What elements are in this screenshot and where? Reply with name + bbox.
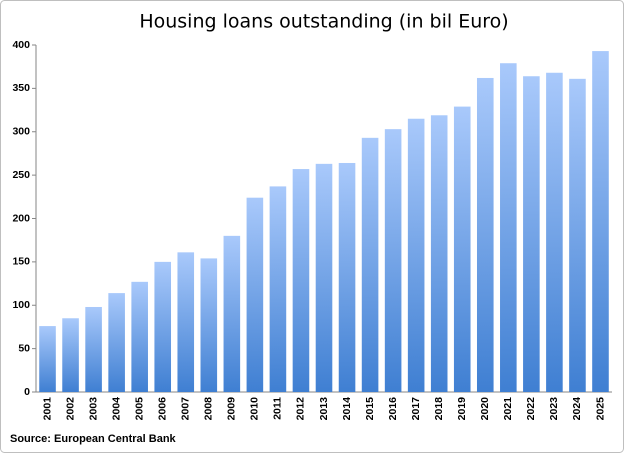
bar [569, 78, 586, 393]
x-tick-label: 2016 [387, 397, 399, 421]
x-tick-label: 2018 [433, 397, 445, 421]
bar [361, 137, 379, 392]
chart-title: Housing loans outstanding (in bil Euro) [139, 11, 508, 33]
y-tick-label: 50 [18, 342, 30, 354]
x-tick-label: 2010 [249, 397, 261, 421]
bar [200, 258, 218, 392]
bar [131, 281, 148, 392]
x-tick-label: 2009 [226, 397, 238, 421]
y-tick-label: 200 [12, 212, 30, 224]
x-tick-label: 2014 [341, 397, 353, 421]
x-tick-label: 2002 [64, 397, 76, 421]
y-tick-label: 250 [12, 169, 30, 181]
x-tick-label: 2004 [110, 397, 122, 421]
x-tick-label: 2011 [272, 397, 284, 420]
x-tick-label: 2003 [87, 397, 99, 421]
y-tick-label: 150 [12, 256, 30, 268]
bar [546, 72, 563, 392]
x-tick-label: 2021 [502, 397, 514, 421]
bar [338, 162, 356, 392]
x-tick-label: 2023 [548, 397, 560, 421]
bar [453, 106, 471, 392]
source-note: Source: European Central Bank [10, 433, 177, 445]
x-tick-label: 2005 [133, 397, 145, 421]
bar [108, 293, 125, 392]
bar [315, 163, 333, 392]
bar [223, 235, 241, 392]
x-tick-label: 2013 [318, 397, 330, 421]
bar [154, 261, 172, 392]
x-tick-label: 2001 [41, 397, 53, 421]
bar [85, 306, 102, 392]
x-tick-label: 2008 [203, 397, 215, 421]
x-tick-label: 2022 [525, 397, 537, 421]
x-tick-label: 2007 [180, 397, 192, 421]
y-tick-label: 350 [12, 82, 30, 94]
x-tick-label: 2025 [594, 397, 606, 421]
x-tick-label: 2024 [571, 397, 583, 421]
bar [39, 326, 56, 392]
bar [500, 63, 517, 392]
x-tick-label: 2006 [157, 397, 169, 421]
x-tick-label: 2012 [295, 397, 307, 421]
y-tick-label: 400 [12, 39, 30, 51]
y-tick-label: 300 [12, 126, 30, 138]
bar [384, 129, 402, 392]
bar [246, 197, 264, 392]
x-tick-label: 2017 [410, 397, 422, 421]
y-tick-label: 100 [12, 299, 30, 311]
x-tick-label: 2020 [479, 397, 491, 421]
bar [430, 115, 448, 392]
bar [407, 118, 425, 393]
bar [476, 77, 494, 392]
bar [177, 252, 195, 392]
bar [62, 318, 79, 392]
x-tick-label: 2015 [364, 397, 376, 421]
bar [523, 76, 540, 392]
bar [269, 186, 287, 392]
x-tick-label: 2019 [456, 397, 468, 421]
bar [592, 51, 609, 392]
bar [292, 169, 310, 392]
y-tick-label: 0 [24, 386, 30, 398]
